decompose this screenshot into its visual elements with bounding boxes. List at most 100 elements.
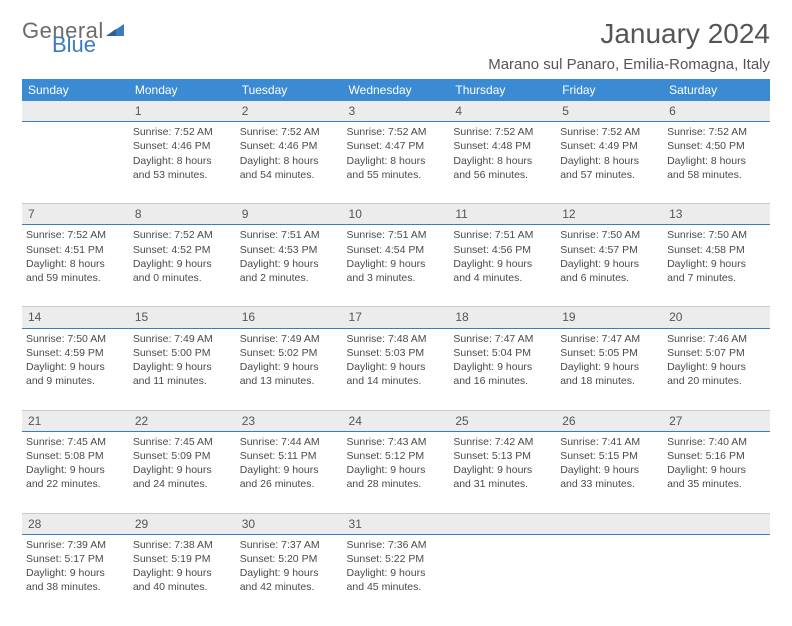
sunrise-text: Sunrise: 7:52 AM — [453, 125, 552, 139]
day-number: 17 — [343, 307, 450, 328]
day-number: 15 — [129, 307, 236, 328]
day-header: Saturday — [663, 79, 770, 101]
page-title: January 2024 — [600, 18, 770, 50]
calendar-table: SundayMondayTuesdayWednesdayThursdayFrid… — [22, 79, 770, 616]
sunrise-text: Sunrise: 7:50 AM — [26, 332, 125, 346]
sunrise-text: Sunrise: 7:51 AM — [347, 228, 446, 242]
day-number: 12 — [556, 204, 663, 225]
sunset-text: Sunset: 4:50 PM — [667, 139, 766, 153]
day-number — [22, 101, 129, 122]
day-number: 27 — [663, 410, 770, 431]
day-cell: Sunrise: 7:38 AMSunset: 5:19 PMDaylight:… — [129, 534, 236, 616]
day-cell: Sunrise: 7:43 AMSunset: 5:12 PMDaylight:… — [343, 431, 450, 513]
sunset-text: Sunset: 4:53 PM — [240, 243, 339, 257]
day-content-row: Sunrise: 7:39 AMSunset: 5:17 PMDaylight:… — [22, 534, 770, 616]
day-header: Friday — [556, 79, 663, 101]
day-number: 1 — [129, 101, 236, 122]
sunset-text: Sunset: 5:11 PM — [240, 449, 339, 463]
day-cell: Sunrise: 7:42 AMSunset: 5:13 PMDaylight:… — [449, 431, 556, 513]
daylight-text: Daylight: 8 hours and 59 minutes. — [26, 257, 125, 285]
sunrise-text: Sunrise: 7:51 AM — [240, 228, 339, 242]
daylight-text: Daylight: 8 hours and 53 minutes. — [133, 154, 232, 182]
day-cell: Sunrise: 7:52 AMSunset: 4:50 PMDaylight:… — [663, 122, 770, 204]
day-cell — [556, 534, 663, 616]
sunrise-text: Sunrise: 7:43 AM — [347, 435, 446, 449]
daylight-text: Daylight: 9 hours and 40 minutes. — [133, 566, 232, 594]
day-header: Monday — [129, 79, 236, 101]
daylight-text: Daylight: 9 hours and 26 minutes. — [240, 463, 339, 491]
day-cell: Sunrise: 7:44 AMSunset: 5:11 PMDaylight:… — [236, 431, 343, 513]
sunset-text: Sunset: 4:56 PM — [453, 243, 552, 257]
daylight-text: Daylight: 9 hours and 20 minutes. — [667, 360, 766, 388]
daylight-text: Daylight: 9 hours and 38 minutes. — [26, 566, 125, 594]
day-cell: Sunrise: 7:47 AMSunset: 5:05 PMDaylight:… — [556, 328, 663, 410]
day-number — [663, 513, 770, 534]
day-number: 24 — [343, 410, 450, 431]
sunrise-text: Sunrise: 7:46 AM — [667, 332, 766, 346]
sunset-text: Sunset: 5:05 PM — [560, 346, 659, 360]
sunrise-text: Sunrise: 7:41 AM — [560, 435, 659, 449]
daylight-text: Daylight: 9 hours and 24 minutes. — [133, 463, 232, 491]
day-number: 18 — [449, 307, 556, 328]
daylight-text: Daylight: 9 hours and 22 minutes. — [26, 463, 125, 491]
sunset-text: Sunset: 5:13 PM — [453, 449, 552, 463]
day-cell: Sunrise: 7:37 AMSunset: 5:20 PMDaylight:… — [236, 534, 343, 616]
day-cell: Sunrise: 7:49 AMSunset: 5:02 PMDaylight:… — [236, 328, 343, 410]
sunrise-text: Sunrise: 7:36 AM — [347, 538, 446, 552]
day-cell — [22, 122, 129, 204]
sunrise-text: Sunrise: 7:42 AM — [453, 435, 552, 449]
sunset-text: Sunset: 5:04 PM — [453, 346, 552, 360]
sunrise-text: Sunrise: 7:37 AM — [240, 538, 339, 552]
day-number: 4 — [449, 101, 556, 122]
sunset-text: Sunset: 5:15 PM — [560, 449, 659, 463]
sunset-text: Sunset: 4:46 PM — [133, 139, 232, 153]
day-number: 3 — [343, 101, 450, 122]
day-number: 11 — [449, 204, 556, 225]
daylight-text: Daylight: 9 hours and 7 minutes. — [667, 257, 766, 285]
daylight-text: Daylight: 9 hours and 16 minutes. — [453, 360, 552, 388]
day-cell: Sunrise: 7:52 AMSunset: 4:48 PMDaylight:… — [449, 122, 556, 204]
sunset-text: Sunset: 5:17 PM — [26, 552, 125, 566]
sunrise-text: Sunrise: 7:49 AM — [133, 332, 232, 346]
sunrise-text: Sunrise: 7:48 AM — [347, 332, 446, 346]
daylight-text: Daylight: 9 hours and 6 minutes. — [560, 257, 659, 285]
sunset-text: Sunset: 4:58 PM — [667, 243, 766, 257]
daylight-text: Daylight: 9 hours and 42 minutes. — [240, 566, 339, 594]
day-number: 14 — [22, 307, 129, 328]
sunrise-text: Sunrise: 7:45 AM — [26, 435, 125, 449]
day-number: 21 — [22, 410, 129, 431]
sunrise-text: Sunrise: 7:50 AM — [667, 228, 766, 242]
day-number — [556, 513, 663, 534]
day-number: 8 — [129, 204, 236, 225]
sunrise-text: Sunrise: 7:40 AM — [667, 435, 766, 449]
day-cell: Sunrise: 7:52 AMSunset: 4:46 PMDaylight:… — [236, 122, 343, 204]
daylight-text: Daylight: 8 hours and 58 minutes. — [667, 154, 766, 182]
day-number: 30 — [236, 513, 343, 534]
day-cell: Sunrise: 7:47 AMSunset: 5:04 PMDaylight:… — [449, 328, 556, 410]
day-cell: Sunrise: 7:50 AMSunset: 4:57 PMDaylight:… — [556, 225, 663, 307]
sunset-text: Sunset: 4:59 PM — [26, 346, 125, 360]
day-cell: Sunrise: 7:45 AMSunset: 5:08 PMDaylight:… — [22, 431, 129, 513]
sunrise-text: Sunrise: 7:49 AM — [240, 332, 339, 346]
sunset-text: Sunset: 4:48 PM — [453, 139, 552, 153]
day-number: 19 — [556, 307, 663, 328]
day-cell: Sunrise: 7:45 AMSunset: 5:09 PMDaylight:… — [129, 431, 236, 513]
sunrise-text: Sunrise: 7:52 AM — [133, 125, 232, 139]
day-header: Thursday — [449, 79, 556, 101]
daylight-text: Daylight: 8 hours and 54 minutes. — [240, 154, 339, 182]
daylight-text: Daylight: 8 hours and 56 minutes. — [453, 154, 552, 182]
day-cell: Sunrise: 7:46 AMSunset: 5:07 PMDaylight:… — [663, 328, 770, 410]
day-number: 5 — [556, 101, 663, 122]
daylight-text: Daylight: 9 hours and 45 minutes. — [347, 566, 446, 594]
day-number: 25 — [449, 410, 556, 431]
daylight-text: Daylight: 9 hours and 28 minutes. — [347, 463, 446, 491]
day-cell: Sunrise: 7:52 AMSunset: 4:52 PMDaylight:… — [129, 225, 236, 307]
sunset-text: Sunset: 4:49 PM — [560, 139, 659, 153]
sunrise-text: Sunrise: 7:52 AM — [133, 228, 232, 242]
sunset-text: Sunset: 5:19 PM — [133, 552, 232, 566]
sunrise-text: Sunrise: 7:38 AM — [133, 538, 232, 552]
sunrise-text: Sunrise: 7:51 AM — [453, 228, 552, 242]
sunset-text: Sunset: 5:08 PM — [26, 449, 125, 463]
day-number-row: 123456 — [22, 101, 770, 122]
daylight-text: Daylight: 9 hours and 9 minutes. — [26, 360, 125, 388]
